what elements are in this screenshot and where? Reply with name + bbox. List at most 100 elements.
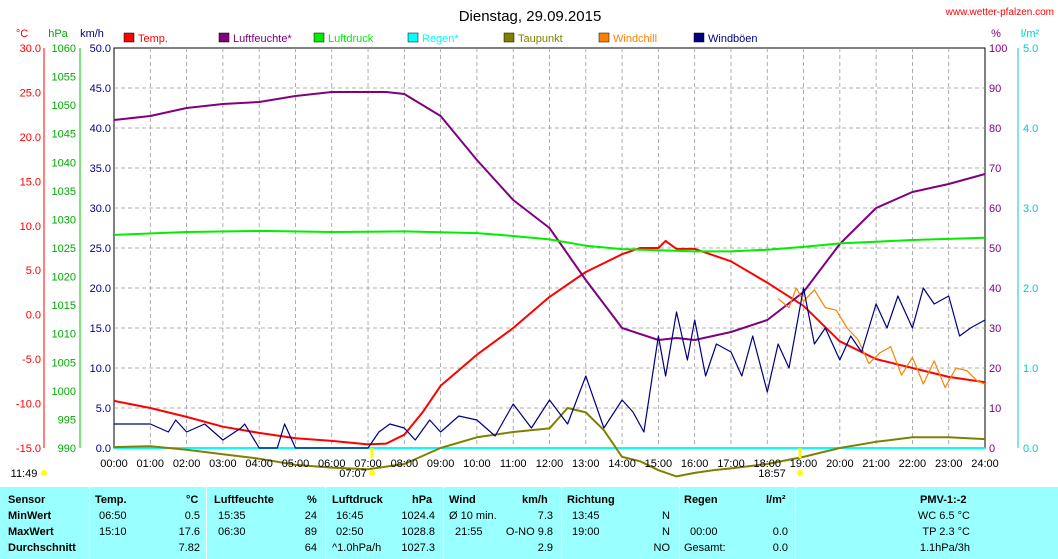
time-tick-label: 02:00: [173, 458, 201, 470]
min-wind-value: 7.3: [537, 510, 553, 522]
header-rain-unit: l/m²: [766, 494, 786, 506]
temp-tick-label: 5.0: [26, 265, 41, 277]
avg-temp-value: 7.82: [178, 542, 200, 554]
humidity-tick-label: 30: [989, 323, 1001, 335]
chart-title: Dienstag, 29.09.2015: [459, 8, 602, 25]
series-line: [113, 407, 986, 478]
min-direction-value: N: [662, 510, 670, 522]
humidity-tick-label: 0: [989, 443, 995, 455]
header-pressure-unit: hPa: [412, 494, 433, 506]
sunset-label: 18:57: [758, 468, 786, 480]
pressure-trend: ^1.0hPa/h: [332, 542, 382, 554]
legend-label: Windböen: [708, 33, 758, 45]
series-line: [114, 287, 986, 449]
header-wind-unit: km/h: [522, 494, 548, 506]
divider: [679, 487, 680, 559]
pressure-tick-label: 1005: [52, 357, 76, 369]
avg-pressure-value: 1027.3: [401, 542, 435, 554]
legend-swatch: [598, 32, 610, 43]
rain-tick-label: 2.0: [1023, 283, 1038, 295]
unit-lm2: l/m²: [1021, 28, 1040, 40]
time-tick-label: 18:00: [753, 458, 781, 470]
legend-swatch: [123, 32, 135, 43]
max-pressure-time: 02:50: [336, 526, 364, 538]
time-tick-label: 17:00: [717, 458, 745, 470]
min-pressure-value: 1024.4: [401, 510, 435, 522]
header-wind: Wind: [449, 494, 476, 506]
series-line: [777, 287, 986, 389]
humidity-tick-label: 90: [989, 83, 1001, 95]
temp-tick-label: 10.0: [20, 221, 41, 233]
time-tick-label: 23:00: [935, 458, 963, 470]
min-humidity-value: 24: [304, 510, 317, 522]
pressure-tick-label: 1030: [52, 214, 76, 226]
legend-label: Regen*: [422, 33, 459, 45]
time-tick-label: 01:00: [137, 458, 165, 470]
wind-tick-label: 15.0: [90, 323, 111, 335]
time-tick-label: 08:00: [391, 458, 419, 470]
legend-label: Luftdruck: [328, 33, 374, 45]
header-humidity-unit: %: [307, 494, 317, 506]
legend-label: Temp.: [138, 33, 168, 45]
max-direction-time: 19:00: [572, 526, 600, 538]
rain-total-value: 0.0: [772, 542, 788, 554]
divider: [561, 487, 562, 559]
time-tick-label: 20:00: [826, 458, 854, 470]
avg-wind-value: 2.9: [537, 542, 553, 554]
chart-legend: Temp. Luftfeuchte* Luftdruck Regen* Taupunkt…: [123, 32, 758, 45]
wind-tick-label: 5.0: [96, 403, 111, 415]
time-tick-label: 00:00: [100, 458, 128, 470]
time-tick-label: 06:00: [318, 458, 346, 470]
header-pressure: Luftdruck: [332, 494, 383, 506]
rain-tick-label: 3.0: [1023, 203, 1038, 215]
left-time-label: 11:49: [11, 468, 38, 480]
time-tick-label: 10:00: [463, 458, 491, 470]
humidity-tick-label: 80: [989, 123, 1001, 135]
header-pmv: PMV-1:-2: [920, 494, 967, 506]
pressure-tick-label: 1060: [52, 43, 76, 55]
sun-markers: 11:49 07:07 18:57: [11, 468, 803, 480]
legend-label: Taupunkt: [518, 33, 563, 45]
time-axis: 00:00 01:00 02:00 03:00 04:00 05:00 06:00 07:00…: [100, 448, 999, 470]
rain-tick-label: 4.0: [1023, 123, 1038, 135]
header-temp-unit: °C: [186, 494, 199, 506]
max-humidity-time: 06:30: [218, 526, 246, 538]
rain-tick-label: 0.0: [1023, 443, 1038, 455]
temp-tick-label: -10.0: [16, 399, 41, 411]
header-rain: Regen: [684, 494, 718, 506]
wind-tick-label: 0.0: [96, 443, 111, 455]
divider: [443, 487, 444, 559]
rain-tick-label: 1.0: [1023, 363, 1038, 375]
header-sensor: Sensor: [8, 494, 46, 506]
divider: [795, 487, 796, 559]
header-direction: Richtung: [567, 494, 615, 506]
unit-hpa: hPa: [48, 28, 68, 40]
pressure-tick-label: 1020: [52, 272, 76, 284]
pressure-tick-label: 990: [58, 443, 76, 455]
sunrise-marker-icon: [369, 470, 375, 476]
wind-tick-label: 10.0: [90, 363, 111, 375]
pmv-windchill: WC 6.5 °C: [917, 510, 970, 522]
max-pressure-value: 1028.8: [401, 526, 435, 538]
max-humidity-value: 89: [304, 526, 317, 538]
site-url[interactable]: www.wetter-pfalzen.com: [945, 7, 1054, 18]
avg-humidity-value: 64: [304, 542, 317, 554]
max-rain-value: 0.0: [772, 526, 788, 538]
pressure-tick-label: 1045: [52, 129, 76, 141]
rain-tick-label: 5.0: [1023, 43, 1038, 55]
divider: [206, 487, 207, 559]
min-pressure-time: 16:45: [336, 510, 364, 522]
temp-tick-label: 30.0: [20, 43, 41, 55]
time-tick-label: 04:00: [245, 458, 273, 470]
legend-label: Luftfeuchte*: [233, 33, 292, 45]
time-tick-label: 22:00: [899, 458, 927, 470]
legend-label: Windchill: [613, 33, 657, 45]
humidity-tick-label: 40: [989, 283, 1001, 295]
humidity-tick-label: 60: [989, 203, 1001, 215]
min-humidity-time: 15:35: [218, 510, 246, 522]
pressure-tick-label: 1010: [52, 329, 76, 341]
max-wind-value: O-NO 9.8: [505, 526, 553, 538]
avg-direction-value: NO: [653, 542, 671, 554]
temp-tick-label: 20.0: [20, 132, 41, 144]
time-tick-label: 19:00: [790, 458, 818, 470]
